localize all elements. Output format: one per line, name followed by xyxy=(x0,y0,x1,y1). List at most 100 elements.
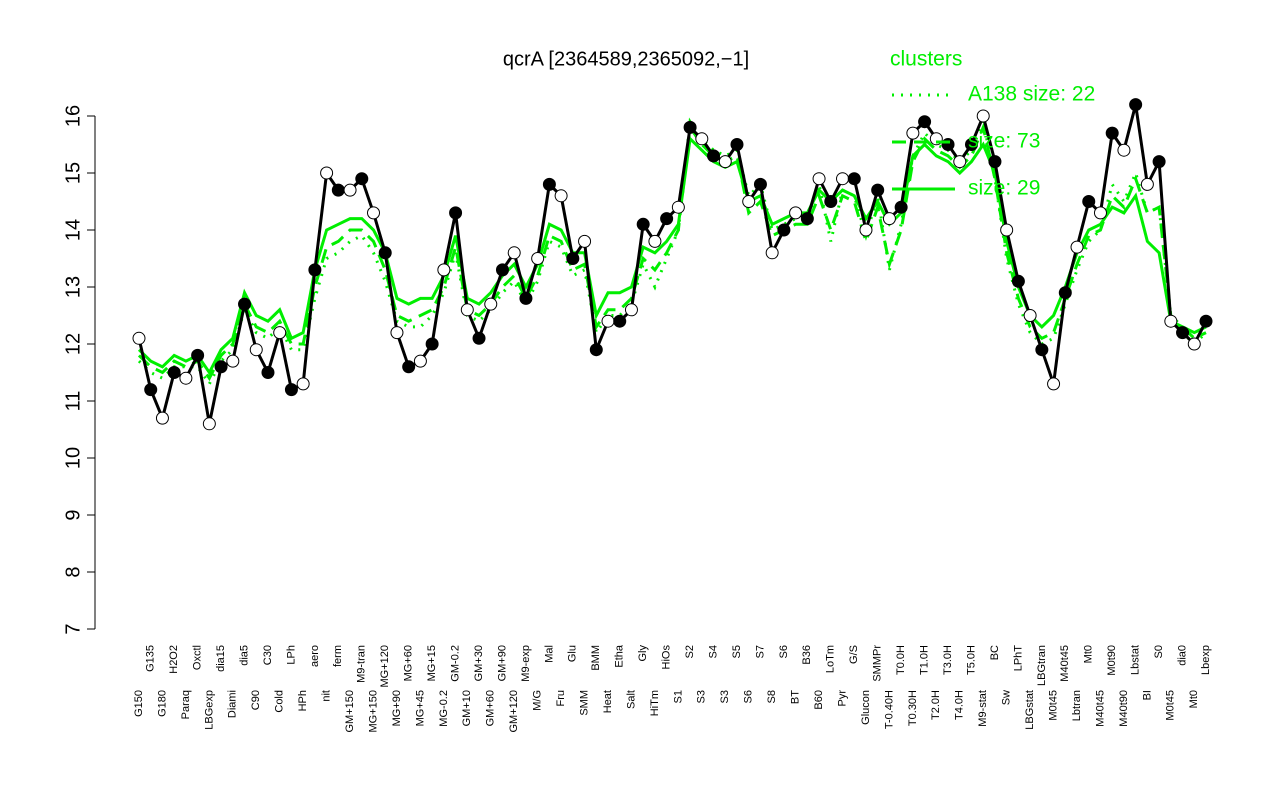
x-tick-label: Lbstat xyxy=(1130,645,1142,675)
x-tick-label: Glucon xyxy=(860,690,872,725)
data-point xyxy=(460,303,474,317)
data-point xyxy=(1117,143,1131,157)
x-tick-label: Pyr xyxy=(836,690,848,707)
data-point xyxy=(284,383,298,397)
x-tick-label: M9-stat xyxy=(977,690,989,727)
x-tick-label: Etha xyxy=(614,644,626,668)
data-point xyxy=(871,183,885,197)
data-point xyxy=(132,331,146,345)
data-point xyxy=(648,234,662,248)
data-point xyxy=(847,172,861,186)
x-tick-label: BT xyxy=(790,690,802,704)
x-tick-label: SMM xyxy=(578,690,590,716)
x-tick-label: Fru xyxy=(555,690,567,707)
x-tick-label: GM+10 xyxy=(461,690,473,726)
x-tick-label: Gly xyxy=(637,645,649,662)
data-point xyxy=(331,183,345,197)
data-point xyxy=(1000,223,1014,237)
data-line xyxy=(137,104,1208,425)
data-point xyxy=(836,172,850,186)
data-point xyxy=(226,354,240,368)
data-point xyxy=(191,348,205,362)
x-tick-label: dia15 xyxy=(215,645,227,672)
data-point xyxy=(1058,286,1072,300)
data-point xyxy=(1011,274,1025,288)
data-point xyxy=(320,166,334,180)
data-point xyxy=(1187,337,1201,351)
data-point xyxy=(179,371,193,385)
x-tick-label: M0t45 xyxy=(1165,690,1177,721)
x-tick-label: Lbexp xyxy=(1200,645,1212,675)
x-tick-label: M0t90 xyxy=(1106,645,1118,676)
y-tick-label: 11 xyxy=(62,391,84,412)
data-point xyxy=(589,343,603,357)
x-tick-label: MG+120 xyxy=(379,645,391,688)
x-tick-label: Glu xyxy=(567,645,579,662)
data-point xyxy=(624,303,638,317)
x-tick-label: MG+45 xyxy=(414,690,426,726)
x-tick-label: S3 xyxy=(719,690,731,703)
y-tick-label: 14 xyxy=(62,219,84,241)
cluster-line xyxy=(137,122,1207,382)
data-point xyxy=(765,246,779,260)
data-point xyxy=(238,297,252,311)
y-tick-label: 7 xyxy=(62,623,84,634)
data-point xyxy=(1093,206,1107,220)
x-tick-label: G/S xyxy=(848,645,860,664)
data-point xyxy=(882,212,896,226)
x-tick-label: S8 xyxy=(766,690,778,703)
data-point xyxy=(1199,314,1213,328)
data-point xyxy=(1129,98,1143,112)
x-tick-label: S0 xyxy=(1153,645,1165,658)
data-point xyxy=(941,138,955,151)
data-point xyxy=(613,314,627,328)
data-point xyxy=(976,109,990,123)
data-point xyxy=(437,263,451,277)
data-point xyxy=(167,366,181,379)
data-point xyxy=(894,200,908,214)
data-point xyxy=(964,138,978,151)
x-tick-label: S3 xyxy=(696,690,708,703)
x-tick-label: HPh xyxy=(297,690,309,711)
data-point xyxy=(367,206,381,220)
data-point xyxy=(308,263,322,277)
data-point xyxy=(1082,195,1096,208)
x-tick-label: MG+90 xyxy=(391,690,403,726)
y-tick-label: 15 xyxy=(62,162,84,184)
data-point xyxy=(1140,177,1154,191)
x-tick-label: GM+90 xyxy=(496,645,508,681)
data-point xyxy=(202,417,216,431)
x-tick-label: Oxctl xyxy=(192,645,204,670)
data-point xyxy=(800,212,814,226)
x-tick-label: Mal xyxy=(543,645,555,663)
chart-title: qcrA [2364589,2365092,−1] xyxy=(503,48,749,70)
x-tick-label: Diami xyxy=(227,690,239,718)
y-tick-label: 8 xyxy=(62,566,84,577)
x-tick-label: SMMPr xyxy=(872,645,884,682)
data-point xyxy=(1070,240,1084,254)
y-tick-label: 13 xyxy=(62,276,84,298)
x-tick-label: GM+150 xyxy=(344,690,356,733)
x-tick-label: T0.0H xyxy=(895,645,907,675)
x-tick-label: M0t45 xyxy=(1047,690,1059,721)
data-point xyxy=(918,115,932,129)
data-point xyxy=(683,120,697,134)
data-point xyxy=(261,366,275,379)
data-point xyxy=(519,291,533,305)
x-tick-label: S5 xyxy=(731,645,743,658)
data-point xyxy=(812,172,826,186)
data-point xyxy=(824,195,838,208)
x-tick-label: dia0 xyxy=(1176,645,1188,666)
data-point xyxy=(636,217,650,231)
x-tick-label: nit xyxy=(321,690,333,702)
x-tick-label: H2O2 xyxy=(168,645,180,674)
data-point xyxy=(355,172,369,186)
legend-label: size: 73 xyxy=(968,130,1040,153)
data-point xyxy=(742,195,756,208)
legend-label: size: 29 xyxy=(968,177,1040,200)
data-point xyxy=(449,206,463,220)
x-tick-label: GM-0.2 xyxy=(449,645,461,682)
data-point xyxy=(1035,343,1049,357)
x-tick-label: T4.0H xyxy=(954,690,966,720)
x-tick-label: Lbtran xyxy=(1071,690,1083,721)
